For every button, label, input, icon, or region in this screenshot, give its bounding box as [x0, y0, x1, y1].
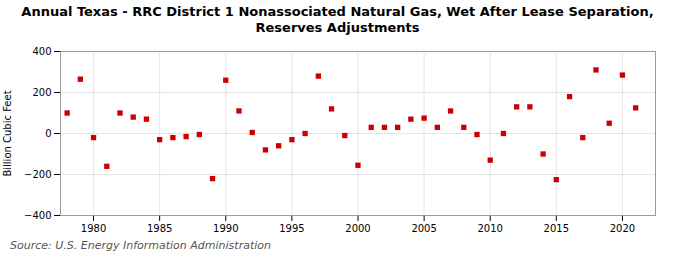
- svg-text:2005: 2005: [411, 222, 436, 233]
- svg-text:−200: −200: [24, 168, 51, 179]
- svg-text:Billion Cubic Feet: Billion Cubic Feet: [2, 90, 13, 176]
- svg-text:2020: 2020: [610, 222, 635, 233]
- svg-text:400: 400: [32, 45, 51, 56]
- svg-text:200: 200: [32, 86, 51, 97]
- svg-text:−400: −400: [24, 209, 51, 220]
- svg-text:1985: 1985: [147, 222, 172, 233]
- svg-text:2010: 2010: [477, 222, 502, 233]
- svg-text:2000: 2000: [345, 222, 370, 233]
- svg-text:2015: 2015: [544, 222, 569, 233]
- svg-text:1990: 1990: [213, 222, 238, 233]
- svg-text:0: 0: [45, 127, 51, 138]
- svg-text:1980: 1980: [81, 222, 106, 233]
- html-text:Source: U.S. Energy Informatio: Source: U.S. Energy Information Administ…: [10, 238, 271, 252]
- html-text:Annual Texas - RRC District 1: Annual Texas - RRC District 1 Nonassocia…: [21, 4, 654, 36]
- svg-text:1995: 1995: [279, 222, 304, 233]
